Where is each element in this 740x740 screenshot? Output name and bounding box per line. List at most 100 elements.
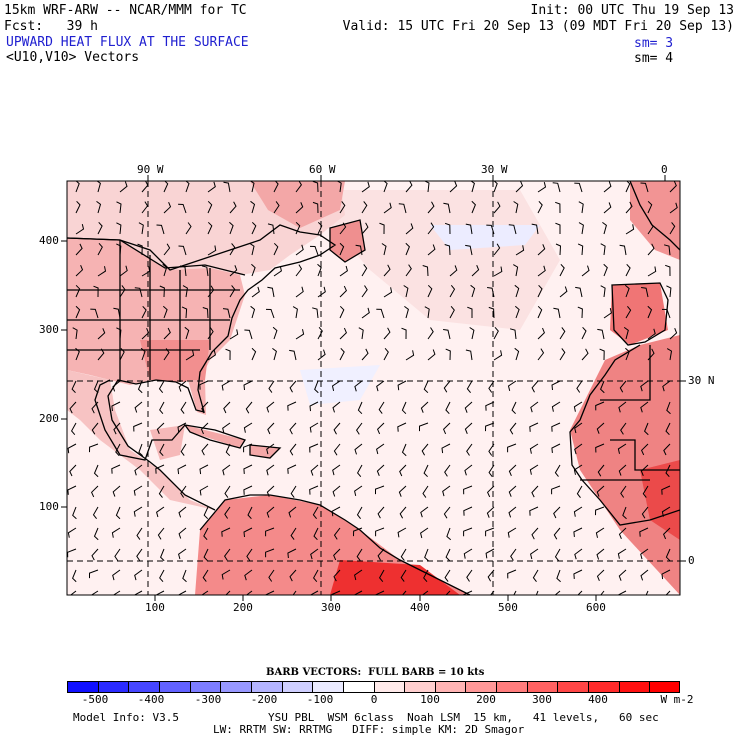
wind-barb: [75, 243, 83, 256]
colorbar: [67, 0, 681, 740]
wind-barb: [312, 506, 319, 520]
wind-barb: [378, 401, 385, 414]
wind-barb: [619, 244, 627, 256]
wind-barb: [576, 380, 583, 393]
wind-barb: [357, 401, 363, 415]
wind-barb: [449, 181, 458, 193]
wind-barb: [251, 286, 260, 298]
wind-barb: [553, 506, 561, 519]
wind-barb: [377, 422, 385, 435]
wind-barb: [339, 265, 348, 277]
wind-barb: [603, 307, 612, 319]
wind-barb: [488, 380, 495, 393]
wind-barb: [375, 485, 385, 495]
wind-barb: [160, 548, 165, 562]
wind-barb: [266, 401, 275, 413]
wind-barb: [317, 326, 323, 340]
wind-barb: [361, 222, 369, 235]
wind-barb: [665, 464, 671, 478]
wind-barb: [201, 265, 209, 277]
wind-barb: [666, 401, 671, 415]
lat-label-0: 0: [688, 554, 695, 567]
wind-barb: [529, 464, 539, 475]
wind-barb: [596, 569, 605, 581]
x-label-400: 400: [410, 601, 430, 614]
wind-barb: [537, 284, 543, 298]
wind-barb: [273, 201, 280, 214]
wind-barb: [312, 181, 319, 193]
colorbar-label: -100: [306, 693, 334, 706]
physics-line-1: YSU PBL WSM 6class Noah LSM 15 km, 41 le…: [268, 711, 659, 724]
wind-barb: [535, 590, 539, 595]
wind-barb: [618, 569, 627, 581]
wind-barb: [266, 464, 275, 476]
wind-barb: [596, 548, 605, 560]
lat-label-30n: 30 N: [688, 374, 715, 387]
wind-barb: [229, 285, 236, 298]
colorbar-label: 300: [532, 693, 552, 706]
wind-barb: [551, 443, 561, 453]
wind-barb: [581, 348, 589, 361]
y-label-400: 400: [39, 234, 59, 247]
wind-barb: [221, 380, 231, 391]
wind-barb: [162, 305, 168, 319]
wind-barb: [97, 266, 107, 277]
wind-barb: [184, 326, 190, 340]
wind-barb: [420, 506, 429, 518]
wind-barb: [647, 266, 657, 277]
wind-barb: [647, 348, 655, 361]
wind-barb: [424, 181, 430, 193]
y-label-100: 100: [39, 500, 59, 513]
wind-barb: [155, 590, 165, 595]
wind-barb: [376, 308, 385, 319]
wind-barb: [510, 548, 517, 561]
colorbar-cell: [97, 681, 129, 693]
wind-barb: [640, 443, 649, 456]
wind-barb: [574, 422, 583, 434]
colorbar-cell: [434, 681, 466, 693]
wind-barb: [273, 265, 282, 277]
wind-barb: [554, 464, 561, 477]
wind-barb: [444, 222, 451, 235]
wind-barb: [442, 485, 451, 497]
wind-barb: [75, 200, 81, 214]
wind-barb: [509, 422, 517, 435]
wind-barb: [424, 548, 429, 562]
wind-barb: [111, 464, 121, 474]
wind-barb: [661, 506, 671, 517]
wind-barb: [665, 548, 671, 562]
wind-barb: [537, 244, 546, 256]
wind-barb: [116, 243, 122, 256]
wind-barb: [486, 485, 495, 498]
wind-barb: [119, 265, 128, 277]
colorbar-units: W m-2: [660, 693, 694, 706]
wind-barb: [317, 221, 323, 235]
wind-barb: [507, 380, 517, 392]
wind-barb: [573, 464, 583, 475]
wind-barb: [530, 401, 539, 413]
wind-barb: [119, 181, 128, 193]
wind-barb: [399, 464, 407, 477]
wind-barb: [421, 590, 429, 595]
colorbar-label: 100: [420, 693, 440, 706]
wind-barb: [317, 286, 326, 298]
wind-barb: [312, 569, 319, 583]
wind-barb: [466, 569, 473, 582]
wind-barb: [463, 485, 473, 495]
wind-barb: [75, 284, 81, 298]
europe-landmass: [630, 181, 680, 260]
wind-barb: [243, 464, 253, 474]
wind-barb: [339, 242, 345, 256]
wind-barb: [509, 328, 517, 340]
wind-barb: [202, 307, 209, 319]
model-info: Model Info: V3.5: [73, 711, 179, 724]
wind-barb: [573, 527, 583, 537]
wind-barb: [207, 181, 216, 193]
y-label-200: 200: [39, 412, 59, 425]
wind-barb: [405, 350, 415, 361]
wind-barb: [116, 327, 122, 340]
wind-barb: [70, 422, 77, 436]
coastline-iberia: [611, 282, 669, 346]
wind-barb: [663, 244, 671, 256]
colorbar-cell: [649, 681, 681, 693]
